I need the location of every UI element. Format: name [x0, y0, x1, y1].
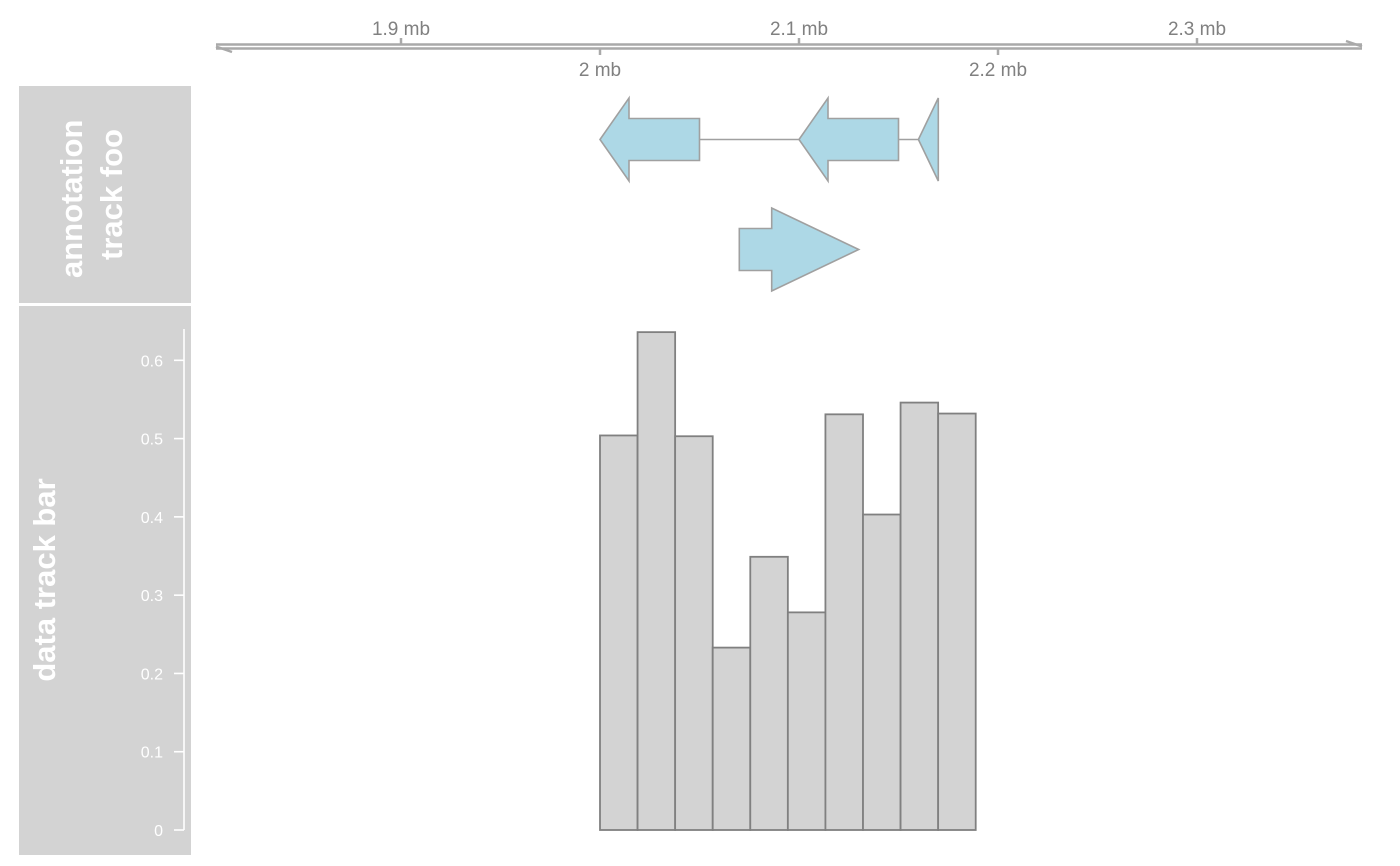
axis-arrow-left	[215, 45, 233, 54]
y-tick-label: 0.5	[141, 432, 163, 449]
annotation-feature	[738, 206, 861, 293]
annotation-feature	[917, 97, 940, 182]
data-track-title-panel	[19, 306, 191, 855]
bar	[636, 331, 677, 831]
annotation-track-title: annotation track foo	[54, 111, 129, 278]
data-track: data track bar 0 0.1 0.2 0.3 0.4 0.5 0.6	[19, 306, 977, 855]
axis-tick-label-bottom: 2 mb	[579, 60, 621, 81]
axis-tick-label-top: 2.3 mb	[1168, 19, 1226, 40]
bar	[674, 435, 714, 831]
annotation-track: annotation track foo	[19, 86, 940, 303]
annotation-track-title-line-1: annotation	[54, 120, 89, 278]
y-tick-label: 0.4	[141, 510, 163, 527]
bar	[899, 401, 940, 831]
annotation-feature	[798, 95, 900, 184]
data-track-title: data track bar	[27, 478, 62, 681]
y-tick-label: 0.1	[141, 745, 163, 762]
bar	[937, 412, 977, 831]
axis-tick-label-bottom: 2.2 mb	[969, 60, 1027, 81]
bar	[862, 513, 902, 831]
annotation-feature	[599, 95, 701, 184]
y-axis: 0 0.1 0.2 0.3 0.4 0.5 0.6	[141, 329, 185, 840]
axis-arrow-right	[1345, 39, 1363, 48]
bar	[786, 611, 827, 831]
bar	[824, 413, 864, 831]
axis-tick-label-top: 2.1 mb	[770, 19, 828, 40]
y-tick-label: 0.6	[141, 353, 163, 370]
bar	[599, 434, 639, 831]
annotation-track-title-panel	[19, 86, 191, 303]
y-tick-label: 0.3	[141, 588, 163, 605]
y-tick-label: 0	[154, 823, 163, 840]
bar	[711, 646, 752, 831]
bar	[749, 555, 789, 831]
axis-tick-label-top: 1.9 mb	[372, 19, 430, 40]
genome-axis: 1.9 mb 2.1 mb 2.3 mb 2 mb 2.2 mb	[215, 19, 1363, 81]
annotation-track-title-line-2: track foo	[94, 129, 129, 260]
y-tick-label: 0.2	[141, 666, 163, 683]
